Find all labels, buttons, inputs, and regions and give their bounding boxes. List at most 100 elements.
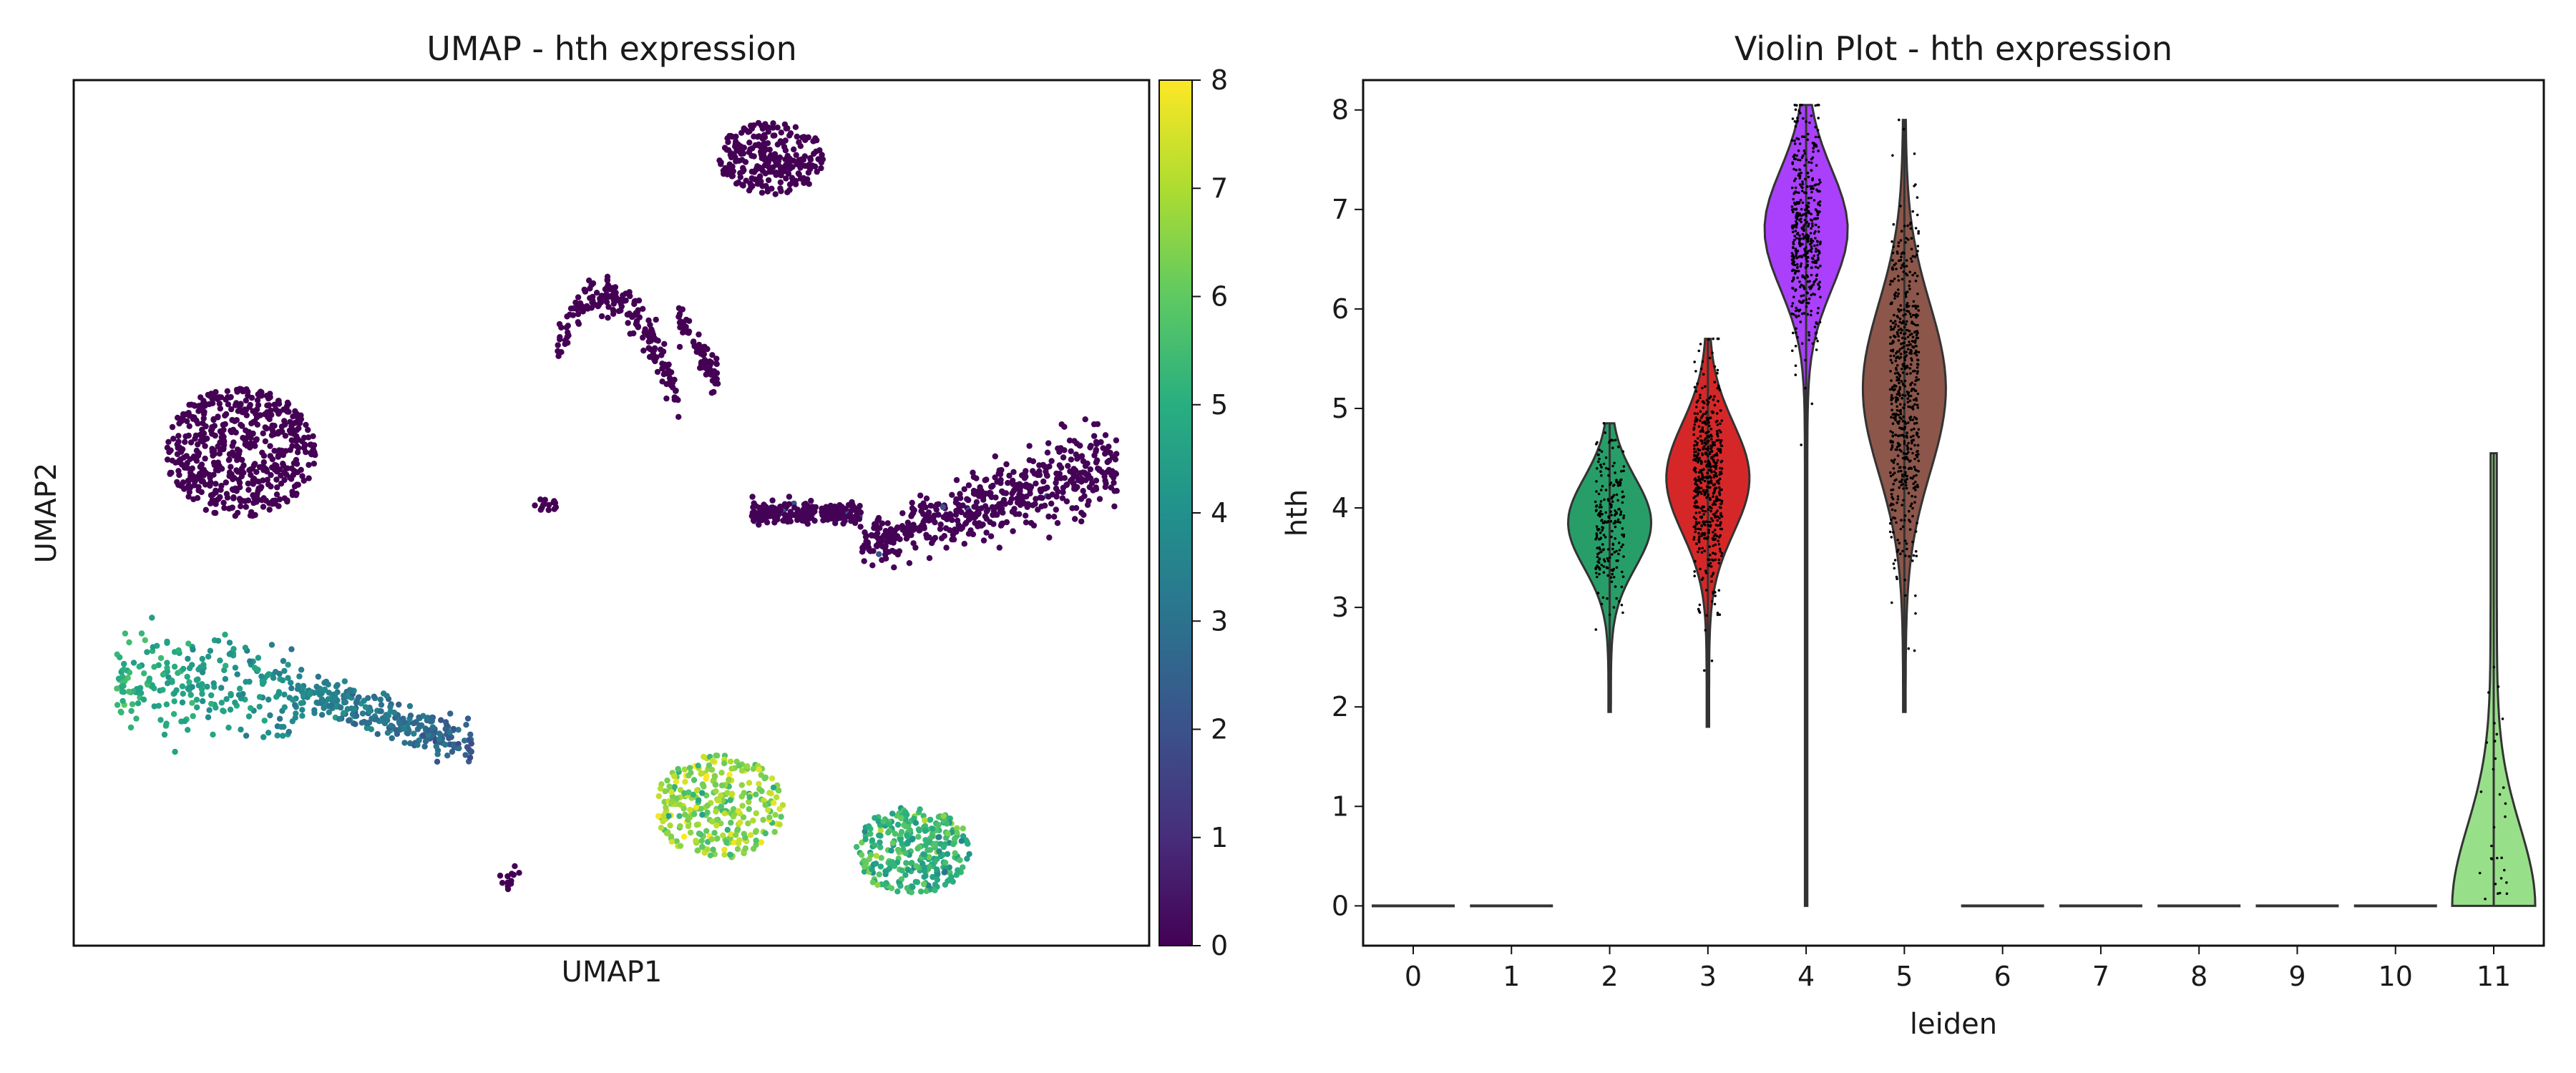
- violin-point: [1810, 196, 1813, 200]
- umap-point: [718, 782, 726, 789]
- umap-point: [1010, 481, 1016, 487]
- violin-point: [1611, 547, 1614, 551]
- violin-point: [1913, 255, 1917, 258]
- violin-point: [1614, 438, 1617, 442]
- umap-point: [922, 828, 929, 834]
- umap-point: [913, 863, 919, 869]
- violin-point: [1817, 225, 1820, 229]
- umap-point: [279, 428, 286, 435]
- umap-point: [908, 889, 915, 896]
- umap-point: [213, 497, 220, 504]
- umap-point: [305, 434, 312, 441]
- umap-point: [675, 765, 681, 773]
- umap-point: [184, 418, 190, 424]
- violin-point: [1621, 490, 1624, 494]
- umap-point: [233, 488, 240, 494]
- violin-point: [1916, 305, 1920, 308]
- umap-point: [863, 532, 869, 539]
- umap-point: [164, 665, 170, 671]
- umap-point: [194, 704, 200, 711]
- umap-point: [770, 120, 776, 127]
- umap-point: [1104, 459, 1111, 466]
- umap-point: [175, 647, 182, 654]
- violin-point: [1709, 498, 1712, 501]
- violin-point: [1698, 535, 1701, 538]
- umap-point: [999, 488, 1005, 495]
- colorbar-tick-label: 5: [1211, 389, 1228, 421]
- umap-point: [275, 411, 282, 417]
- umap-point: [185, 482, 192, 489]
- violin-point: [1720, 499, 1724, 503]
- violin-point: [1797, 214, 1801, 217]
- umap-point: [786, 501, 793, 507]
- violin-point: [1703, 401, 1706, 405]
- umap-cluster: [655, 753, 972, 896]
- umap-point: [921, 864, 927, 871]
- violin-point: [1610, 514, 1613, 516]
- umap-point: [776, 821, 783, 828]
- violin-point: [1703, 438, 1707, 441]
- violin-point: [1896, 549, 1900, 552]
- violin-point: [1910, 467, 1913, 470]
- violin-point: [1908, 555, 1911, 558]
- violin-point: [1910, 502, 1913, 505]
- violin-point: [1807, 301, 1810, 305]
- umap-point: [414, 742, 421, 748]
- violin-point: [1707, 564, 1710, 567]
- violin-point: [1813, 254, 1815, 258]
- violin-point: [1890, 408, 1893, 411]
- violin-point: [1798, 177, 1801, 180]
- violin-point: [1715, 412, 1719, 415]
- violin-point: [1891, 473, 1895, 476]
- violin-point: [1894, 323, 1898, 326]
- umap-point: [673, 387, 679, 394]
- violin-point: [1617, 552, 1620, 556]
- umap-point: [1017, 488, 1023, 494]
- umap-point: [434, 751, 441, 758]
- umap-point: [772, 514, 779, 520]
- violin-point: [1915, 378, 1918, 382]
- umap-point: [1023, 468, 1029, 474]
- violin-point: [1716, 368, 1719, 372]
- umap-point: [251, 665, 258, 671]
- violin-point: [1889, 354, 1892, 358]
- violin-point: [1912, 554, 1916, 557]
- umap-point: [290, 413, 296, 420]
- violin-point: [1896, 393, 1899, 396]
- umap-point: [984, 506, 991, 513]
- umap-point: [185, 640, 192, 647]
- violin-point: [1807, 250, 1810, 253]
- umap-point: [278, 724, 285, 730]
- umap-point: [909, 883, 916, 891]
- violin-point: [1716, 509, 1719, 512]
- violin-point: [1916, 372, 1919, 375]
- umap-point: [240, 462, 247, 469]
- violin-point: [1906, 224, 1909, 227]
- violin-point: [1913, 501, 1916, 504]
- umap-point: [262, 424, 268, 431]
- violin-point: [1905, 237, 1908, 240]
- violin-point: [1701, 439, 1704, 443]
- violin-point: [1896, 364, 1899, 367]
- umap-point: [666, 375, 673, 381]
- violin-point: [1718, 493, 1722, 496]
- violin-point: [1604, 559, 1606, 563]
- violin-point: [1801, 232, 1805, 236]
- violin-point: [2497, 685, 2500, 688]
- umap-point: [275, 454, 281, 460]
- umap-point: [366, 720, 373, 726]
- violin-point: [1702, 373, 1705, 376]
- violin-point: [1620, 470, 1623, 473]
- umap-point: [943, 544, 950, 551]
- violin-point: [1899, 413, 1903, 416]
- violin-point: [1795, 237, 1798, 240]
- umap-point: [210, 491, 217, 498]
- umap-point: [1080, 511, 1087, 518]
- violin-point: [1810, 212, 1813, 216]
- violin-point: [1699, 410, 1702, 413]
- umap-point: [120, 682, 127, 689]
- umap-point: [210, 471, 217, 478]
- umap-point: [771, 828, 778, 836]
- violin-point: [1805, 120, 1807, 123]
- umap-point: [869, 879, 877, 886]
